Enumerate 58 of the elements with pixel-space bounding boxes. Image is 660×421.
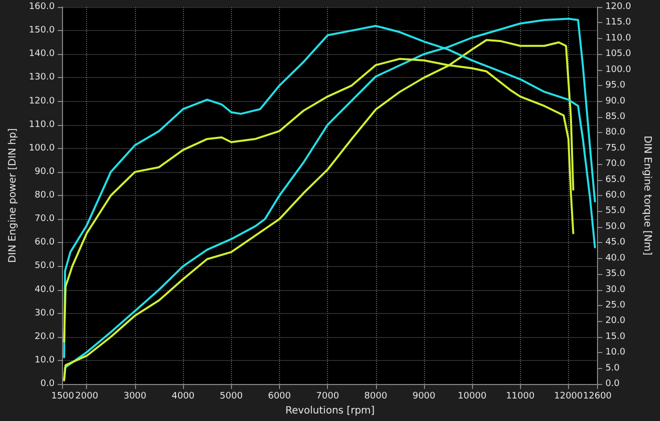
y2-axis-title: DIN Engine torque [Nm] bbox=[642, 136, 652, 256]
y-tick-label: 20.0 bbox=[34, 332, 55, 342]
y2-tick-label: 95.0 bbox=[605, 80, 626, 91]
y-tick-label: 40.0 bbox=[34, 284, 55, 295]
y2-tick-label: 15.0 bbox=[605, 332, 626, 342]
x-tick-label: 1500 bbox=[51, 392, 74, 402]
x-tick-label: 10000 bbox=[458, 392, 487, 402]
y2-tick-label: 90.0 bbox=[605, 96, 626, 106]
y2-tick-label: 70.0 bbox=[605, 159, 626, 170]
y2-tick-label: 40.0 bbox=[605, 253, 626, 264]
y2-tick-label: 65.0 bbox=[605, 174, 626, 185]
y2-tick-label: 80.0 bbox=[605, 128, 626, 138]
y-tick-label: 80.0 bbox=[34, 190, 55, 200]
y2-tick-label: 75.0 bbox=[605, 143, 626, 154]
y2-tick-label: 50.0 bbox=[605, 222, 626, 232]
y2-tick-label: 120.0 bbox=[605, 2, 632, 12]
x-axis-title: Revolutions [rpm] bbox=[285, 406, 375, 416]
y-tick-label: 120.0 bbox=[28, 96, 55, 106]
y2-tick-label: 60.0 bbox=[605, 190, 626, 200]
y-tick-label: 60.0 bbox=[34, 238, 55, 248]
x-tick-label: 4000 bbox=[172, 392, 195, 402]
y-tick-label: 160.0 bbox=[28, 2, 55, 12]
y2-tick-label: 105.0 bbox=[605, 49, 632, 60]
y-axis-title: DIN Engine power [DIN hp] bbox=[8, 128, 18, 263]
x-tick-label: 9000 bbox=[412, 392, 436, 402]
y-tick-label: 0.0 bbox=[40, 379, 55, 389]
y2-tick-label: 35.0 bbox=[605, 269, 626, 280]
y2-tick-label: 25.0 bbox=[605, 300, 626, 310]
x-tick-label: 2000 bbox=[75, 392, 98, 402]
x-tick-label: 11000 bbox=[506, 392, 535, 402]
y2-tick-label: 0.0 bbox=[605, 379, 620, 389]
y-tick-label: 100.0 bbox=[28, 143, 55, 154]
y2-tick-label: 55.0 bbox=[605, 206, 626, 216]
y-tick-label: 140.0 bbox=[28, 49, 55, 60]
y-tick-label: 10.0 bbox=[34, 355, 55, 366]
y-tick-label: 130.0 bbox=[28, 72, 55, 83]
y2-tick-label: 110.0 bbox=[605, 33, 632, 44]
x-tick-label: 5000 bbox=[220, 392, 243, 402]
x-tick-label: 12600 bbox=[583, 392, 612, 402]
y2-tick-label: 10.0 bbox=[605, 348, 626, 358]
x-tick-label: 6000 bbox=[268, 392, 292, 402]
y2-tick-label: 45.0 bbox=[605, 238, 626, 248]
y-tick-label: 30.0 bbox=[34, 308, 55, 318]
y-tick-label: 150.0 bbox=[28, 26, 55, 36]
y-tick-label: 90.0 bbox=[34, 166, 55, 177]
y2-tick-label: 115.0 bbox=[605, 18, 632, 28]
y-tick-label: 110.0 bbox=[28, 120, 55, 130]
y2-tick-label: 30.0 bbox=[605, 284, 626, 295]
x-tick-label: 7000 bbox=[316, 392, 340, 402]
y-tick-label: 70.0 bbox=[34, 214, 55, 224]
y-tick-label: 50.0 bbox=[34, 261, 55, 272]
x-tick-label: 3000 bbox=[123, 392, 147, 402]
x-tick-label: 8000 bbox=[364, 392, 388, 402]
y2-tick-label: 5.0 bbox=[605, 363, 620, 374]
y2-tick-label: 85.0 bbox=[605, 112, 626, 122]
y2-tick-label: 20.0 bbox=[605, 316, 626, 326]
y2-tick-label: 100.0 bbox=[605, 64, 632, 75]
x-tick-label: 12000 bbox=[554, 392, 584, 402]
